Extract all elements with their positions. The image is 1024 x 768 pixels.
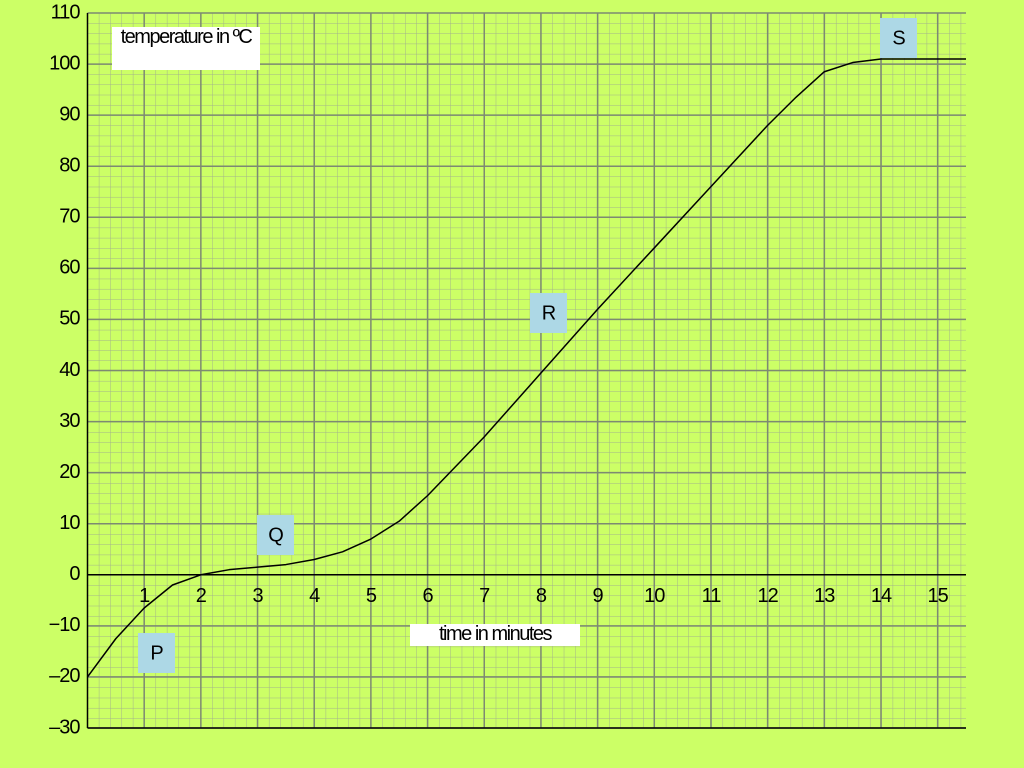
x-tick-label: 10 xyxy=(644,585,665,607)
y-tick-label: 0 xyxy=(69,563,80,585)
y-tick-label: –20 xyxy=(49,665,80,687)
line xyxy=(86,58,966,678)
x-tick-label: 9 xyxy=(593,585,604,607)
annotation-box xyxy=(530,293,567,333)
x-tick-label: 15 xyxy=(928,585,949,607)
annotation: R xyxy=(542,302,556,324)
y-tick-label: 90 xyxy=(59,103,80,125)
y-tick-label: –30 xyxy=(49,716,80,738)
y-tick-label: 80 xyxy=(59,154,80,176)
x-tick-label: 11 xyxy=(702,585,722,607)
x-tick-label: 3 xyxy=(252,585,263,607)
y-tick-label: 70 xyxy=(59,206,80,228)
x-tick-label: 5 xyxy=(366,585,377,607)
x-tick-label: 1 xyxy=(139,585,150,607)
x-tick-label: 14 xyxy=(871,585,892,607)
y-tick-label: 50 xyxy=(59,308,80,330)
annotation: Q xyxy=(268,524,283,546)
y-tick-label: 60 xyxy=(59,257,80,279)
y-tick-label: 10 xyxy=(59,512,80,534)
x-tick-label: 6 xyxy=(423,585,434,607)
y-axis-label: temperature in ºC xyxy=(112,27,260,70)
y-tick-label: 20 xyxy=(59,461,80,483)
x-tick-label: 2 xyxy=(196,585,207,607)
y-tick-label: 110 xyxy=(51,1,81,23)
x-axis-label: time in minutes xyxy=(410,624,580,646)
y-tick-label: −10 xyxy=(49,614,81,636)
x-tick-label: 4 xyxy=(309,585,320,607)
x-tick-label: 12 xyxy=(758,585,779,607)
annotation-box xyxy=(138,633,175,673)
annotation: P xyxy=(150,642,163,664)
y-tick-label: 30 xyxy=(59,410,80,432)
x-tick-label: 7 xyxy=(479,585,490,607)
x-tick-label: 8 xyxy=(536,585,547,607)
annotation-box xyxy=(880,18,917,58)
x-tick-label: 13 xyxy=(814,585,835,607)
y-tick-label: 100 xyxy=(49,52,80,74)
annotation: S xyxy=(892,27,905,49)
y-tick-label: 40 xyxy=(59,359,80,381)
annotation-box xyxy=(257,515,294,555)
